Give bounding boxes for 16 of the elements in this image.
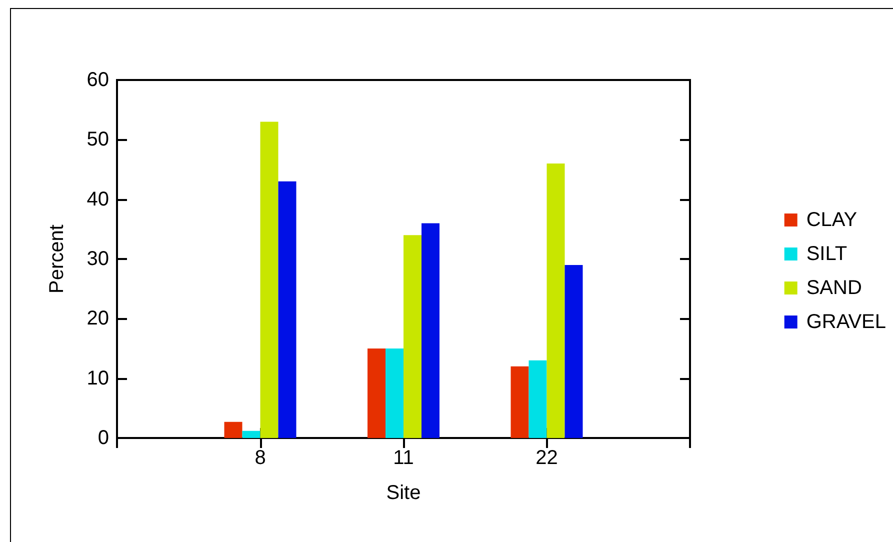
- y-tick-label: 10: [86, 367, 109, 390]
- legend-label: SILT: [806, 243, 848, 265]
- legend-label: CLAY: [806, 209, 858, 231]
- x-tick-label: 22: [536, 447, 558, 469]
- y-tick-label: 0: [98, 427, 109, 449]
- y-tick-label: 20: [86, 308, 109, 330]
- x-tick-label: 11: [393, 447, 414, 469]
- x-tick-label: 8: [254, 447, 266, 469]
- y-tick-label: 50: [86, 128, 109, 151]
- legend-label: GRAVEL: [806, 311, 886, 333]
- y-tick-label: 60: [86, 69, 109, 91]
- x-axis-title: Site: [386, 482, 421, 504]
- y-tick-label: 40: [86, 188, 109, 210]
- y-axis-title: Percent: [46, 224, 68, 294]
- legend-label: SAND: [806, 277, 862, 299]
- y-tick-label: 30: [86, 248, 109, 270]
